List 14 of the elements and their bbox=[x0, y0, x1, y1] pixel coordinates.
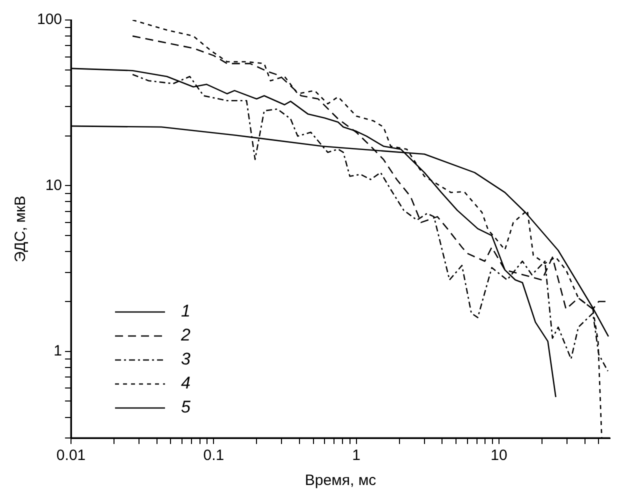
x-tick-label: 0.01 bbox=[56, 447, 86, 464]
y-tick-label: 10 bbox=[45, 176, 62, 194]
y-axis-title: ЭДС, мкВ bbox=[12, 196, 30, 262]
legend-label: 3 bbox=[181, 350, 192, 369]
x-tick-label: 1 bbox=[352, 447, 361, 464]
legend-label: 1 bbox=[181, 302, 190, 321]
legend-label: 2 bbox=[180, 326, 192, 345]
x-tick-label: 10 bbox=[490, 447, 508, 464]
x-axis-title: Время, мс bbox=[304, 472, 377, 490]
legend-label: 4 bbox=[181, 374, 190, 393]
legend-label: 5 bbox=[181, 398, 192, 417]
y-tick-label: 100 bbox=[36, 11, 62, 28]
y-tick-label: 1 bbox=[54, 342, 62, 360]
x-tick-label: 0.1 bbox=[203, 447, 224, 464]
